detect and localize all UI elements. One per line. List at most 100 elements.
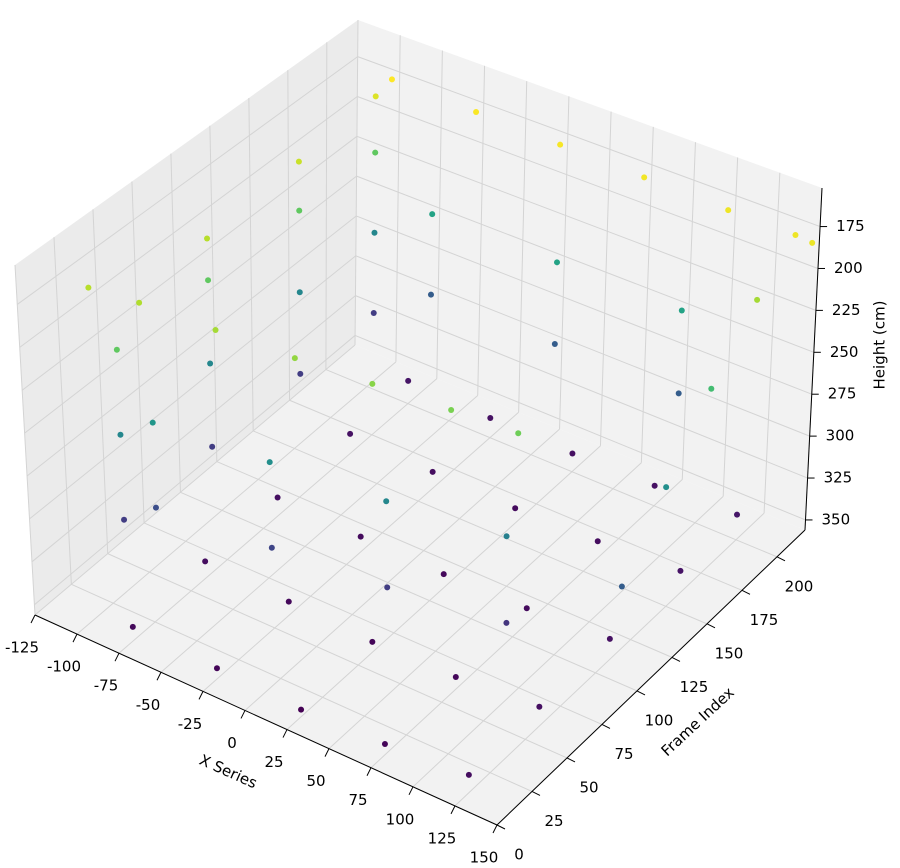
- tick-mark: [531, 791, 541, 796]
- grid-line: [357, 96, 819, 269]
- point: [557, 141, 564, 148]
- point: [209, 443, 216, 450]
- y-tick-label: 75: [614, 745, 633, 763]
- point: [370, 310, 377, 317]
- z-tick-label: 225: [832, 301, 861, 319]
- point: [503, 533, 510, 540]
- tick-mark: [324, 748, 330, 757]
- point: [734, 511, 741, 518]
- grid-line: [356, 135, 817, 311]
- point: [296, 289, 303, 296]
- grid-line: [640, 126, 654, 463]
- tick-mark: [240, 710, 246, 719]
- grid-line: [248, 97, 254, 431]
- point: [465, 771, 472, 778]
- y-tick-label: 25: [544, 812, 563, 830]
- grids: [14, 19, 823, 826]
- point: [204, 235, 211, 242]
- point: [113, 346, 120, 353]
- grid-line: [722, 157, 739, 497]
- point: [452, 673, 459, 680]
- tick-mark: [198, 691, 204, 700]
- point: [152, 504, 159, 511]
- point: [675, 390, 682, 397]
- point: [536, 703, 543, 710]
- grid-line: [763, 172, 781, 514]
- floor-pane: [35, 345, 805, 825]
- grid-line: [356, 175, 815, 353]
- grid-line: [681, 142, 696, 480]
- point: [569, 450, 576, 457]
- grid-line: [24, 175, 357, 434]
- grid-line: [355, 255, 810, 437]
- tick-mark: [156, 672, 162, 681]
- point: [427, 291, 434, 298]
- point: [594, 538, 601, 545]
- tick-mark: [636, 690, 646, 696]
- point: [85, 284, 92, 291]
- point: [641, 174, 648, 181]
- grid-line: [599, 111, 612, 446]
- point: [295, 158, 302, 165]
- point: [678, 307, 685, 314]
- point: [372, 93, 379, 100]
- point: [371, 229, 378, 236]
- point: [369, 380, 376, 387]
- point: [207, 360, 214, 367]
- point: [503, 619, 510, 626]
- y-tick-label: 200: [785, 577, 814, 595]
- grid-line: [209, 125, 218, 462]
- grid-line: [34, 344, 356, 616]
- grid-line: [160, 395, 479, 673]
- y-tick-label: 175: [750, 611, 779, 629]
- y-axis-line: [496, 529, 806, 826]
- point: [554, 259, 561, 266]
- y-tick-label: 50: [579, 778, 598, 796]
- point: [291, 355, 298, 362]
- panes: [15, 20, 822, 825]
- grid-line: [202, 411, 519, 692]
- grid-line: [559, 96, 570, 430]
- tick-mark: [492, 824, 498, 834]
- point: [651, 482, 658, 489]
- z-axis-line: [804, 187, 823, 531]
- point: [202, 558, 209, 565]
- grid-line: [370, 479, 683, 769]
- grid-line: [354, 19, 359, 346]
- point: [136, 299, 143, 306]
- point: [369, 638, 376, 645]
- x-tick-label: 150: [470, 849, 499, 867]
- x-axis-line: [34, 614, 498, 826]
- point: [266, 459, 273, 466]
- point: [473, 109, 480, 116]
- point: [212, 326, 219, 333]
- point: [440, 571, 447, 578]
- x-tick-label: -25: [178, 715, 203, 733]
- tick-mark: [114, 652, 120, 662]
- grid-line: [26, 215, 357, 477]
- grid-line: [29, 255, 357, 520]
- x-tick-label: 100: [386, 810, 415, 828]
- grid-line: [355, 295, 808, 479]
- point: [297, 370, 304, 377]
- point: [285, 598, 292, 605]
- tick-mark: [566, 757, 576, 763]
- grid-line: [325, 369, 778, 558]
- point: [357, 533, 364, 540]
- point: [149, 419, 156, 426]
- grid-line: [354, 334, 806, 521]
- point: [129, 623, 136, 630]
- tick-mark: [366, 767, 372, 776]
- y-tick-label: 125: [680, 678, 709, 696]
- point: [213, 665, 220, 672]
- point: [487, 415, 494, 422]
- point: [405, 377, 412, 384]
- grid-line: [286, 445, 601, 730]
- x-tick-label: -125: [5, 639, 39, 657]
- point: [809, 239, 816, 246]
- grid-line: [76, 361, 397, 635]
- z-tick-label: 175: [836, 217, 865, 235]
- point: [708, 385, 715, 392]
- back-pane: [355, 20, 822, 530]
- x-axis-label: X Series: [197, 751, 260, 792]
